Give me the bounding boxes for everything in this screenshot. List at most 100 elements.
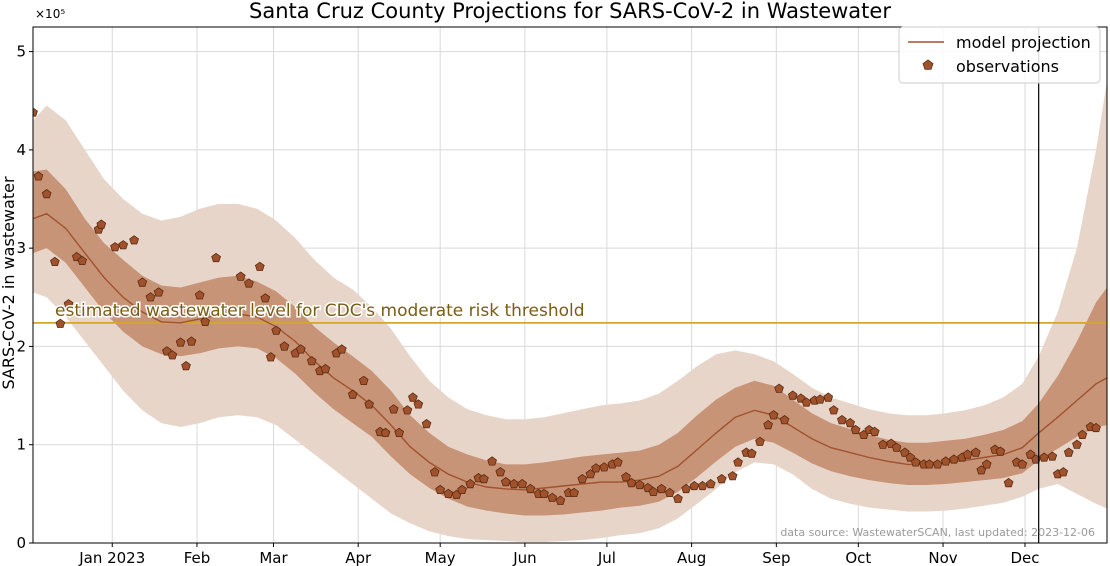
observation-point [153,287,164,297]
observation-point [358,375,369,386]
x-tick-label-3: Apr [345,549,372,566]
observation-point [63,299,74,309]
observation-point [981,459,992,469]
observation-point [970,447,981,457]
observation-point [763,420,773,430]
observation-point [845,418,855,428]
plot-area: 0 1 2 3 4 5 Jan 2023 Feb Mar Apr May Jun Jul Aug Sep Oc… [16,26,1108,566]
observation-point [50,256,60,267]
chart-title: Santa Cruz County Projections for SARS-C… [249,0,891,23]
observation-point [656,483,667,494]
observation-point [408,392,418,402]
observation-point [634,479,645,490]
observation-point [746,448,757,458]
y-tick-label-1: 1 [16,436,26,454]
x-tick-label-0: Jan 2023 [78,549,145,566]
observation-point [465,478,476,489]
observation-point [517,478,528,489]
observation-point [664,487,675,498]
observation-point [1063,447,1074,457]
observation-point [705,478,716,489]
observation-point [33,107,38,117]
observation-point [181,361,191,371]
observation-point [167,350,178,360]
x-tick-label-4: May [425,549,456,566]
observation-point [279,341,290,351]
legend: model projection observations [898,26,1101,84]
observation-point [837,415,847,425]
observation-point [33,171,44,181]
y-tick-label-3: 3 [16,239,26,257]
observation-point [364,399,374,409]
observation-point [891,442,902,452]
observation-point [443,488,454,499]
x-tick-label-6: Jul [597,549,616,566]
observation-point [547,492,558,502]
observation-point [828,405,839,415]
observation-point [1077,429,1088,440]
y-tick-label-4: 4 [16,141,26,159]
observation-point [823,392,834,402]
y-tick-label-2: 2 [16,337,26,355]
observation-point [96,219,107,229]
observation-point [850,424,861,435]
observation-point [77,255,88,266]
observation-point [402,405,413,415]
threshold-label: estimated wastewater level for CDC's mod… [55,301,585,321]
x-tick-label-7: Aug [677,549,706,566]
observation-point [110,242,120,252]
observation-point [779,415,790,425]
observation-point [905,452,916,462]
observation-point [910,457,921,467]
observation-point [733,457,743,467]
observation-point [755,436,765,446]
observation-point [435,484,446,495]
observation-point [815,394,825,404]
observation-point [612,457,623,467]
observation-point [962,449,973,459]
observation-point [1058,467,1069,477]
plot-content [33,81,1107,542]
observation-point [539,488,549,499]
legend-marker-swatch [922,59,934,70]
observation-point [577,474,588,484]
observation-point [41,189,52,199]
observation-point [869,426,880,437]
observation-point [380,427,391,438]
x-tick-label-9: Oct [845,549,871,566]
x-tick-label-5: Jun [512,549,536,566]
observation-point [768,410,779,420]
x-tick-label-8: Sep [762,549,790,566]
observation-point [801,397,812,407]
observation-point [1017,459,1028,469]
observation-point [621,472,631,482]
legend-box [898,26,1101,84]
observation-point [260,293,271,303]
x-tick-label-10: Nov [928,549,957,566]
observation-point [271,325,282,335]
observation-point [697,480,708,491]
observation-point [211,252,221,263]
observation-point [787,390,798,400]
observation-point [429,467,440,477]
observation-point [336,344,347,354]
observation-point [55,318,66,328]
observation-point [500,477,511,487]
observation-point [1025,449,1036,459]
observation-point [774,383,784,393]
observation-point [525,483,536,494]
observation-point [421,419,432,429]
observation-point [995,446,1006,456]
observation-point [175,337,186,347]
observation-point [320,363,331,374]
observation-point [295,344,306,354]
observation-point [1072,439,1082,449]
legend-label-observations: observations [956,57,1059,76]
observation-point [673,493,683,503]
observation-point [137,277,148,287]
x-tick-label-11: Dec [1010,549,1039,566]
observation-point [949,454,959,464]
observation-point [899,447,910,457]
y-tick-label-5: 5 [16,43,26,61]
